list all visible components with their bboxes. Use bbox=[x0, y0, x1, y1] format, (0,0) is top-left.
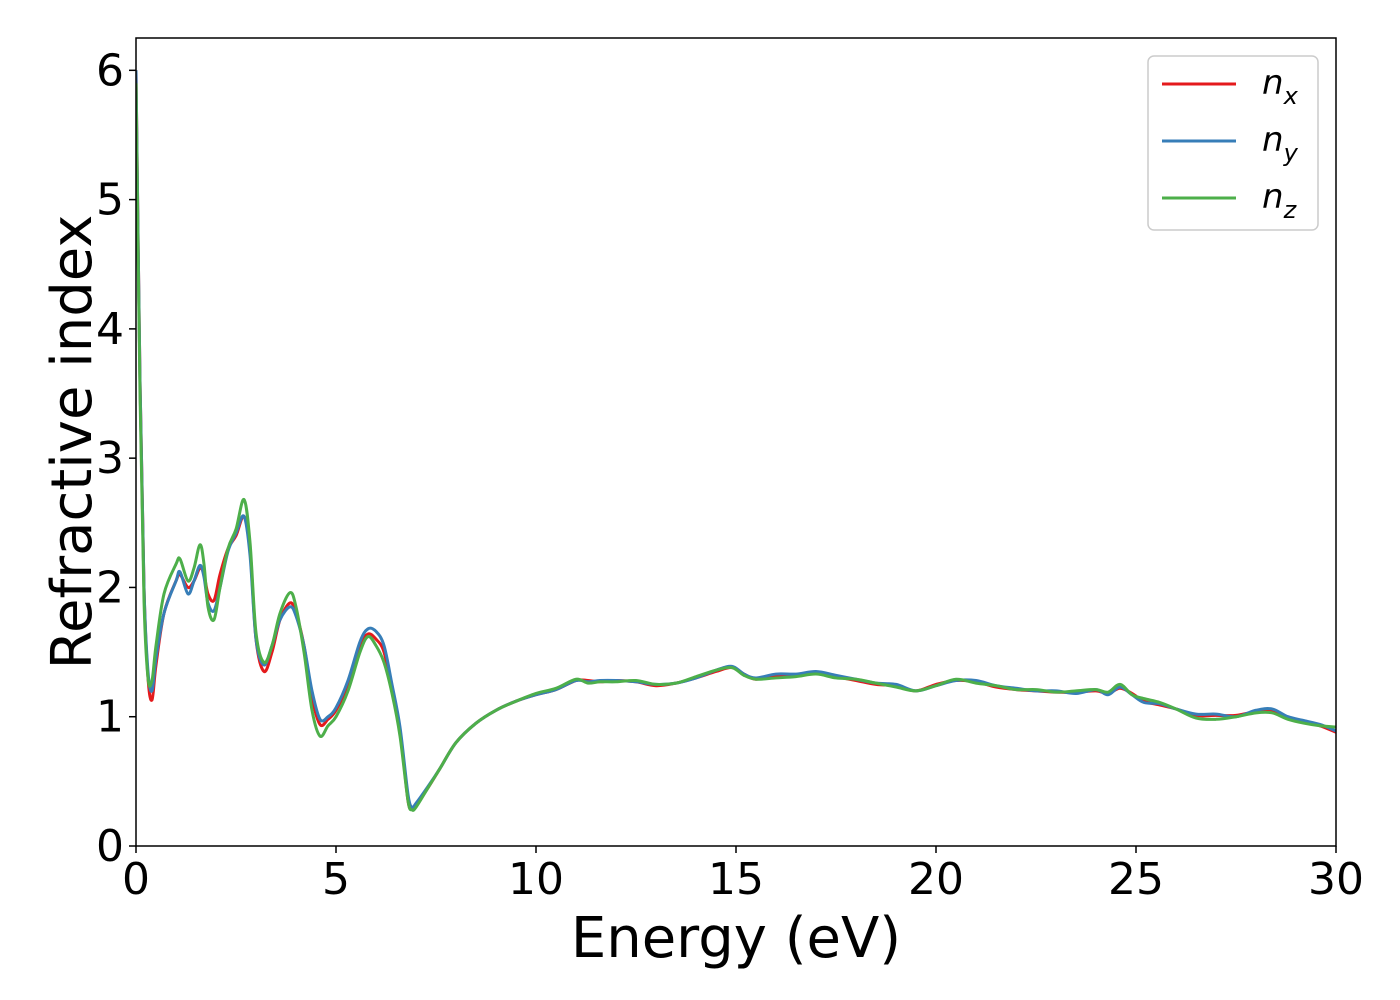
series-line-z bbox=[136, 83, 1336, 812]
x-axis-ticks: 0 5 10 15 20 25 30 bbox=[122, 846, 1364, 905]
legend-label-y: ny bbox=[1262, 120, 1299, 167]
x-tick-label: 10 bbox=[508, 854, 564, 905]
legend-label-subscript: z bbox=[1283, 196, 1298, 224]
legend-label-x: nx bbox=[1262, 63, 1299, 110]
legend-label-base: n bbox=[1262, 63, 1284, 103]
x-tick-label: 15 bbox=[708, 854, 764, 905]
y-tick-label: 5 bbox=[96, 175, 124, 226]
legend-label-subscript: x bbox=[1283, 82, 1299, 110]
legend-label-z: nz bbox=[1262, 177, 1298, 224]
y-tick-label: 1 bbox=[96, 692, 124, 743]
y-tick-label: 6 bbox=[96, 45, 124, 96]
x-tick-label: 30 bbox=[1308, 854, 1364, 905]
x-tick-label: 20 bbox=[908, 854, 964, 905]
legend-label-base: n bbox=[1262, 120, 1284, 160]
x-tick-label: 5 bbox=[322, 854, 350, 905]
x-axis-label: Energy (eV) bbox=[571, 906, 901, 971]
y-tick-label: 0 bbox=[96, 821, 124, 872]
x-tick-label: 25 bbox=[1108, 854, 1164, 905]
y-axis-ticks: 0 1 2 3 4 5 6 bbox=[96, 45, 136, 872]
legend-label-base: n bbox=[1262, 177, 1284, 217]
legend-box bbox=[1147, 55, 1319, 231]
y-tick-label: 2 bbox=[96, 562, 124, 613]
legend-label-subscript: y bbox=[1283, 139, 1299, 167]
y-tick-label: 3 bbox=[96, 433, 124, 484]
y-axis-label: Refractive index bbox=[40, 215, 105, 670]
y-tick-label: 4 bbox=[96, 304, 124, 355]
series-layer bbox=[136, 70, 1336, 812]
x-tick-label: 0 bbox=[122, 854, 150, 905]
